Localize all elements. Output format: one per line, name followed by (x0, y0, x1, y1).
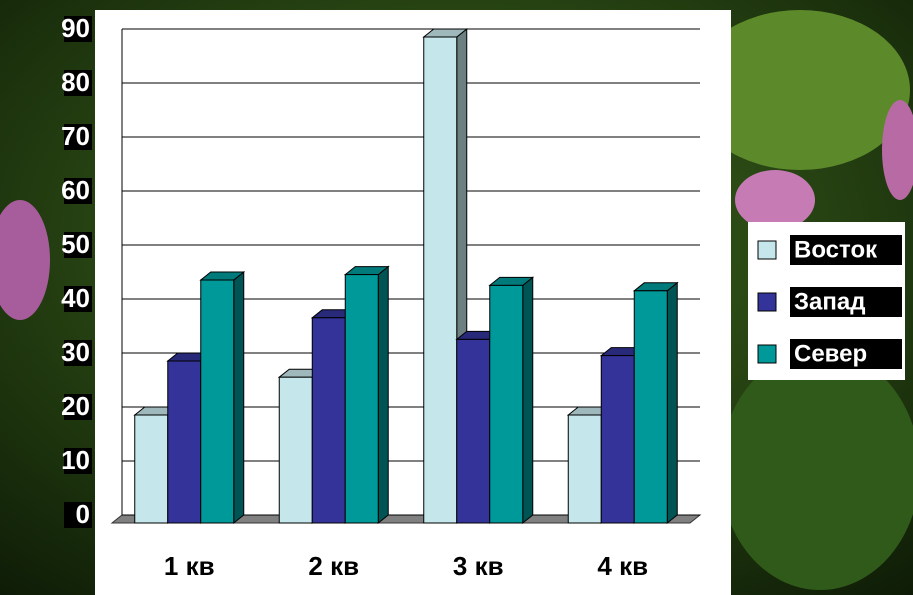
tick-label-bg (64, 124, 92, 150)
legend-label: Север (794, 340, 867, 367)
tick-label-bg (64, 502, 92, 528)
flower (882, 100, 913, 200)
bar-side (233, 270, 245, 525)
tick-label-bg (64, 340, 92, 366)
leaf (720, 350, 913, 590)
tick-label-bg (64, 16, 92, 42)
tick-label-bg (64, 232, 92, 258)
legend-label-bg (790, 235, 902, 265)
y-tick-label: 50 (61, 229, 90, 259)
legend-swatch (757, 240, 777, 260)
tick-label-bg (64, 178, 92, 204)
bar (489, 284, 524, 524)
flower (0, 200, 50, 320)
tick-label-bg (64, 70, 92, 96)
flower (735, 170, 815, 230)
bar-side (666, 281, 678, 525)
bar (344, 274, 379, 524)
bar (200, 279, 235, 524)
x-tick-label: 3 кв (453, 551, 504, 581)
bar (633, 290, 668, 524)
bar (423, 36, 458, 524)
tick-label-bg (64, 286, 92, 312)
bar (567, 414, 602, 524)
y-tick-label: 80 (61, 67, 90, 97)
bar (167, 360, 202, 524)
y-tick-label: 70 (61, 121, 90, 151)
bar (134, 414, 169, 524)
legend-swatch (757, 292, 777, 312)
legend-swatch (757, 344, 777, 364)
tick-label-bg (64, 448, 92, 474)
x-tick-label: 2 кв (308, 551, 359, 581)
bar (278, 376, 313, 524)
legend-label-bg (790, 339, 902, 369)
bar (311, 317, 346, 524)
y-tick-label: 40 (61, 283, 90, 313)
y-tick-label: 20 (61, 391, 90, 421)
bar-side (377, 265, 389, 525)
legend-label: Восток (794, 236, 878, 263)
y-tick-label: 30 (61, 337, 90, 367)
x-tick-label: 4 кв (597, 551, 648, 581)
bar-side (522, 276, 534, 525)
y-tick-label: 90 (61, 13, 90, 43)
bar (600, 355, 635, 524)
tick-label-bg (64, 394, 92, 420)
y-tick-label: 10 (61, 445, 90, 475)
y-tick-label: 60 (61, 175, 90, 205)
x-tick-label: 1 кв (164, 551, 215, 581)
legend-label: Запад (794, 288, 865, 315)
legend-label-bg (790, 287, 902, 317)
bar (456, 338, 491, 524)
leaf (690, 10, 910, 170)
y-tick-label: 0 (76, 499, 90, 529)
